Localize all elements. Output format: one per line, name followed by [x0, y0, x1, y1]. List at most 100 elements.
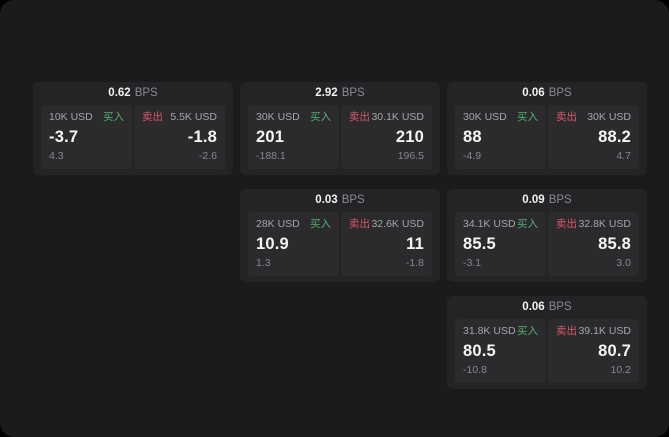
sell-change: 196.5 [397, 150, 424, 163]
buy-change: 1.3 [256, 257, 271, 270]
spread-header: 0.03 BPS [240, 189, 440, 212]
buy-quote-button[interactable]: 30K USD 买入 88 -4.9 [455, 105, 546, 169]
buy-amount: 30K USD [256, 111, 300, 123]
buy-change: -188.1 [256, 150, 286, 163]
buy-quote-top: 28K USD 买入 [256, 218, 331, 231]
sell-amount: 30.1K USD [371, 111, 424, 123]
sell-amount: 30K USD [587, 111, 631, 123]
buy-amount: 30K USD [463, 111, 507, 123]
sell-price: 210 [395, 128, 424, 147]
sell-price: 80.7 [598, 342, 631, 361]
sell-change: -1.8 [405, 257, 424, 270]
quote-card: 2.92 BPS 30K USD 买入 201 -188.1 卖出 30.1K … [240, 82, 440, 175]
buy-quote-top: 31.8K USD 买入 [463, 325, 538, 338]
buy-change: -3.1 [463, 257, 482, 270]
buy-amount: 34.1K USD [463, 218, 516, 230]
sell-price: 11 [406, 235, 424, 254]
buy-amount: 31.8K USD [463, 325, 516, 337]
buy-quote-top: 10K USD 买入 [49, 111, 124, 124]
sell-quote-button[interactable]: 卖出 32.6K USD 11 -1.8 [341, 212, 432, 276]
buy-quote-top: 34.1K USD 买入 [463, 218, 538, 231]
sell-price: -1.8 [187, 128, 217, 147]
sell-side-label: 卖出 [556, 325, 577, 337]
buy-change: -10.8 [463, 364, 487, 377]
sell-quote-button[interactable]: 卖出 30K USD 88.2 4.7 [548, 105, 639, 169]
quote-body: 31.8K USD 买入 80.5 -10.8 卖出 39.1K USD 80.… [447, 319, 647, 389]
quote-body: 34.1K USD 买入 85.5 -3.1 卖出 32.8K USD 85.8… [447, 212, 647, 282]
spread-value: 0.03 [315, 193, 338, 206]
buy-quote-top: 30K USD 买入 [256, 111, 331, 124]
quote-body: 30K USD 买入 201 -188.1 卖出 30.1K USD 210 1… [240, 105, 440, 175]
buy-change: -4.9 [463, 150, 482, 163]
sell-change: -2.6 [198, 150, 217, 163]
sell-change: 4.7 [616, 150, 631, 163]
spread-value: 2.92 [315, 86, 338, 99]
buy-quote-button[interactable]: 34.1K USD 买入 85.5 -3.1 [455, 212, 546, 276]
spread-header: 0.09 BPS [447, 189, 647, 212]
spread-value: 0.62 [108, 86, 131, 99]
sell-change: 3.0 [616, 257, 631, 270]
buy-price: -3.7 [49, 128, 79, 147]
sell-quote-button[interactable]: 卖出 5.5K USD -1.8 -2.6 [134, 105, 225, 169]
spread-unit: BPS [134, 86, 158, 99]
sell-quote-button[interactable]: 卖出 32.8K USD 85.8 3.0 [548, 212, 639, 276]
spread-header: 2.92 BPS [240, 82, 440, 105]
spread-value: 0.09 [522, 193, 545, 206]
sell-side-label: 卖出 [142, 111, 163, 123]
spread-unit: BPS [341, 86, 365, 99]
buy-side-label: 买入 [517, 218, 538, 230]
sell-quote-top: 卖出 30K USD [556, 111, 631, 124]
buy-amount: 28K USD [256, 218, 300, 230]
spread-header: 0.06 BPS [447, 82, 647, 105]
quote-body: 30K USD 买入 88 -4.9 卖出 30K USD 88.2 4.7 [447, 105, 647, 175]
spread-header: 0.62 BPS [33, 82, 233, 105]
sell-side-label: 卖出 [556, 111, 577, 123]
sell-price: 85.8 [598, 235, 631, 254]
quote-card: 0.06 BPS 30K USD 买入 88 -4.9 卖出 30K USD [447, 82, 647, 175]
sell-amount: 39.1K USD [578, 325, 631, 337]
sell-quote-top: 卖出 32.8K USD [556, 218, 631, 231]
buy-quote-button[interactable]: 10K USD 买入 -3.7 4.3 [41, 105, 132, 169]
buy-side-label: 买入 [310, 218, 331, 230]
sell-change: 10.2 [610, 364, 631, 377]
quote-body: 10K USD 买入 -3.7 4.3 卖出 5.5K USD -1.8 -2.… [33, 105, 233, 175]
sell-side-label: 卖出 [349, 111, 370, 123]
buy-price: 10.9 [256, 235, 289, 254]
buy-change: 4.3 [49, 150, 64, 163]
buy-side-label: 买入 [517, 325, 538, 337]
sell-quote-top: 卖出 5.5K USD [142, 111, 217, 124]
spread-header: 0.06 BPS [447, 296, 647, 319]
quote-body: 28K USD 买入 10.9 1.3 卖出 32.6K USD 11 -1.8 [240, 212, 440, 282]
buy-quote-button[interactable]: 28K USD 买入 10.9 1.3 [248, 212, 339, 276]
sell-quote-top: 卖出 30.1K USD [349, 111, 424, 124]
buy-quote-button[interactable]: 30K USD 买入 201 -188.1 [248, 105, 339, 169]
sell-side-label: 卖出 [556, 218, 577, 230]
spread-unit: BPS [548, 86, 572, 99]
sell-amount: 5.5K USD [170, 111, 217, 123]
buy-price: 85.5 [463, 235, 496, 254]
buy-quote-top: 30K USD 买入 [463, 111, 538, 124]
spread-value: 0.06 [522, 86, 545, 99]
buy-quote-button[interactable]: 31.8K USD 买入 80.5 -10.8 [455, 319, 546, 383]
quote-card: 0.06 BPS 31.8K USD 买入 80.5 -10.8 卖出 39.1… [447, 296, 647, 389]
sell-quote-button[interactable]: 卖出 30.1K USD 210 196.5 [341, 105, 432, 169]
sell-quote-top: 卖出 39.1K USD [556, 325, 631, 338]
quote-card: 0.09 BPS 34.1K USD 买入 85.5 -3.1 卖出 32.8K… [447, 189, 647, 282]
buy-side-label: 买入 [517, 111, 538, 123]
sell-quote-button[interactable]: 卖出 39.1K USD 80.7 10.2 [548, 319, 639, 383]
spread-unit: BPS [548, 300, 572, 313]
sell-amount: 32.8K USD [578, 218, 631, 230]
quotes-grid: 0.62 BPS 10K USD 买入 -3.7 4.3 卖出 5.5K USD [33, 82, 647, 389]
spread-unit: BPS [548, 193, 572, 206]
quote-card: 0.62 BPS 10K USD 买入 -3.7 4.3 卖出 5.5K USD [33, 82, 233, 175]
buy-amount: 10K USD [49, 111, 93, 123]
buy-price: 88 [463, 128, 482, 147]
buy-price: 80.5 [463, 342, 496, 361]
buy-side-label: 买入 [310, 111, 331, 123]
spread-unit: BPS [341, 193, 365, 206]
sell-quote-top: 卖出 32.6K USD [349, 218, 424, 231]
buy-price: 201 [256, 128, 285, 147]
sell-price: 88.2 [598, 128, 631, 147]
sell-amount: 32.6K USD [371, 218, 424, 230]
